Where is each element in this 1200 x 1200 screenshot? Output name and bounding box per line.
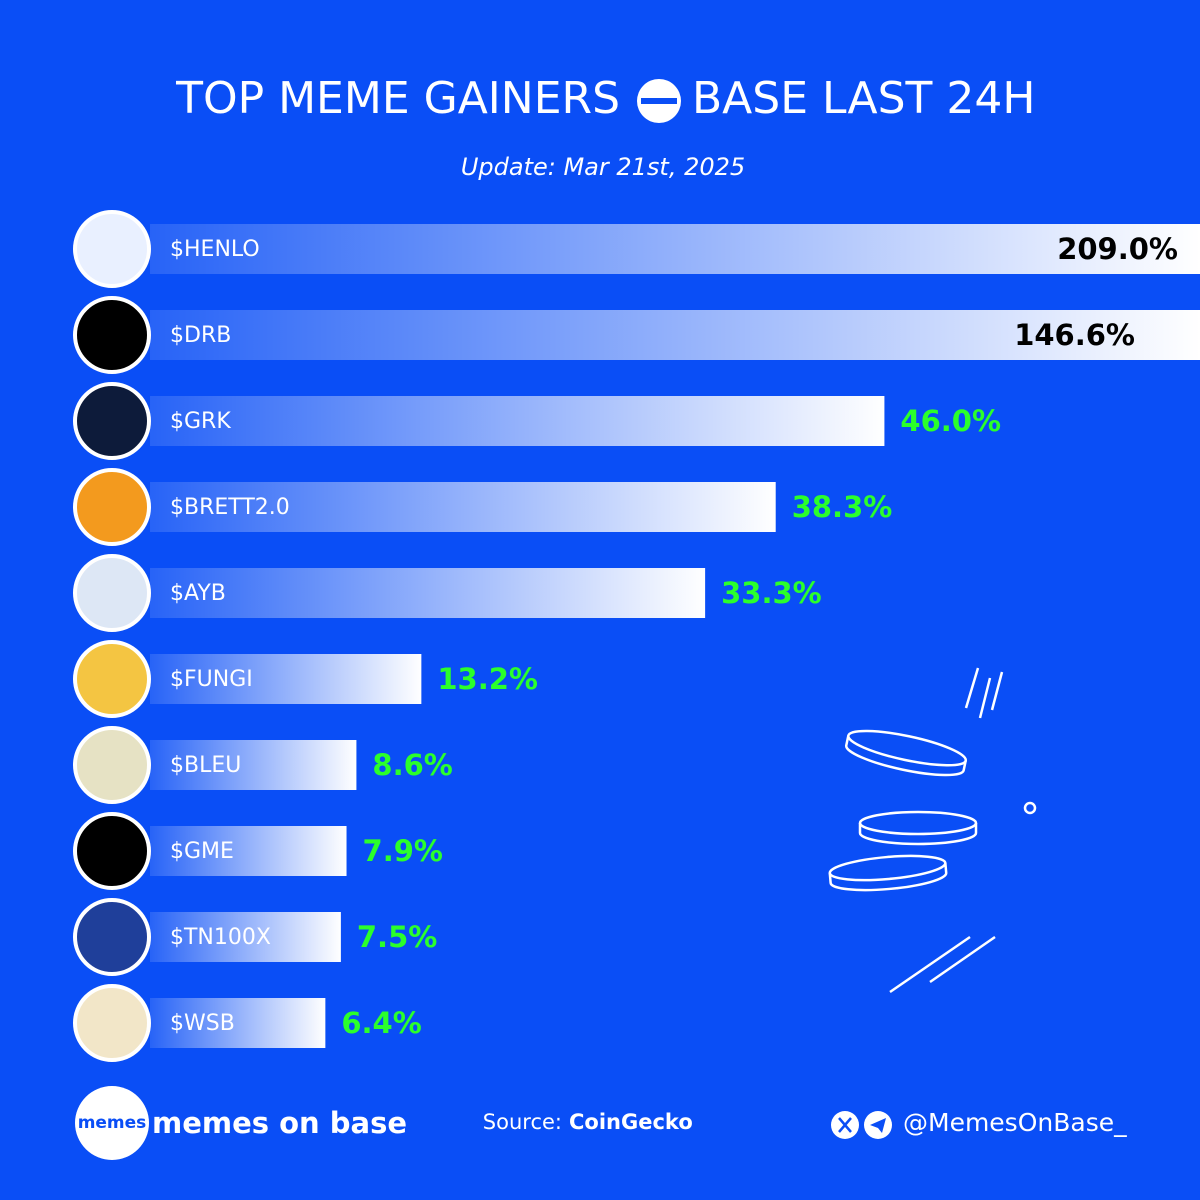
avatar: [73, 726, 151, 804]
footer-source: CoinGecko: [569, 1110, 693, 1134]
chart-subtitle: Update: Mar 21st, 2025: [461, 153, 745, 181]
x-icon-glyph: [838, 1117, 852, 1133]
bar: [150, 224, 1200, 274]
avatar: [73, 640, 151, 718]
value-label: 6.4%: [341, 1006, 421, 1040]
value-label: 146.6%: [1014, 318, 1135, 352]
value-label: 13.2%: [437, 662, 538, 696]
bar: [150, 912, 341, 962]
avatar: [73, 210, 151, 288]
bar: [150, 568, 706, 618]
category-label: $HENLO: [170, 237, 260, 262]
avatar: [73, 554, 151, 632]
category-label: $GRK: [170, 409, 231, 434]
footer-source-label: Source:: [483, 1110, 562, 1134]
avatar: [73, 382, 151, 460]
chart-title: TOP MEME GAINERS: [175, 73, 620, 124]
base-logo: [637, 79, 681, 123]
value-label: 33.3%: [721, 576, 822, 610]
footer: memes memes on base Source: CoinGecko @M…: [75, 1086, 1127, 1160]
category-label: $WSB: [170, 1011, 235, 1036]
value-label: 46.0%: [900, 404, 1001, 438]
chart-title: BASE LAST 24H: [692, 73, 1036, 124]
category-label: $FUNGI: [170, 667, 253, 692]
bar: [150, 396, 885, 446]
bar: [150, 998, 326, 1048]
telegram-icon-glyph: [870, 1118, 886, 1133]
bar: [150, 482, 776, 532]
avatar: [73, 984, 151, 1062]
value-label: 8.6%: [372, 748, 452, 782]
category-label: $GME: [170, 839, 234, 864]
avatar: [73, 296, 151, 374]
footer-handle: @MemesOnBase_: [903, 1108, 1127, 1137]
avatar: [73, 898, 151, 976]
avatar: [73, 812, 151, 890]
category-label: $BLEU: [170, 753, 241, 778]
value-label: 209.0%: [1057, 232, 1178, 266]
value-label: 7.9%: [363, 834, 443, 868]
bar: [150, 654, 422, 704]
category-label: $TN100X: [170, 925, 271, 950]
footer-brand: memes on base: [152, 1106, 407, 1140]
avatar: [73, 468, 151, 546]
bar: [150, 740, 357, 790]
category-label: $BRETT2.0: [170, 495, 290, 520]
category-label: $AYB: [170, 581, 226, 606]
value-label: 38.3%: [792, 490, 893, 524]
bar: [150, 826, 347, 876]
bar: [150, 310, 1200, 360]
coins-decoration: [828, 667, 1037, 994]
footer-logo-text: memes: [78, 1113, 147, 1133]
category-label: $DRB: [170, 323, 231, 348]
footer-logo: [75, 1086, 149, 1160]
value-label: 7.5%: [357, 920, 437, 954]
